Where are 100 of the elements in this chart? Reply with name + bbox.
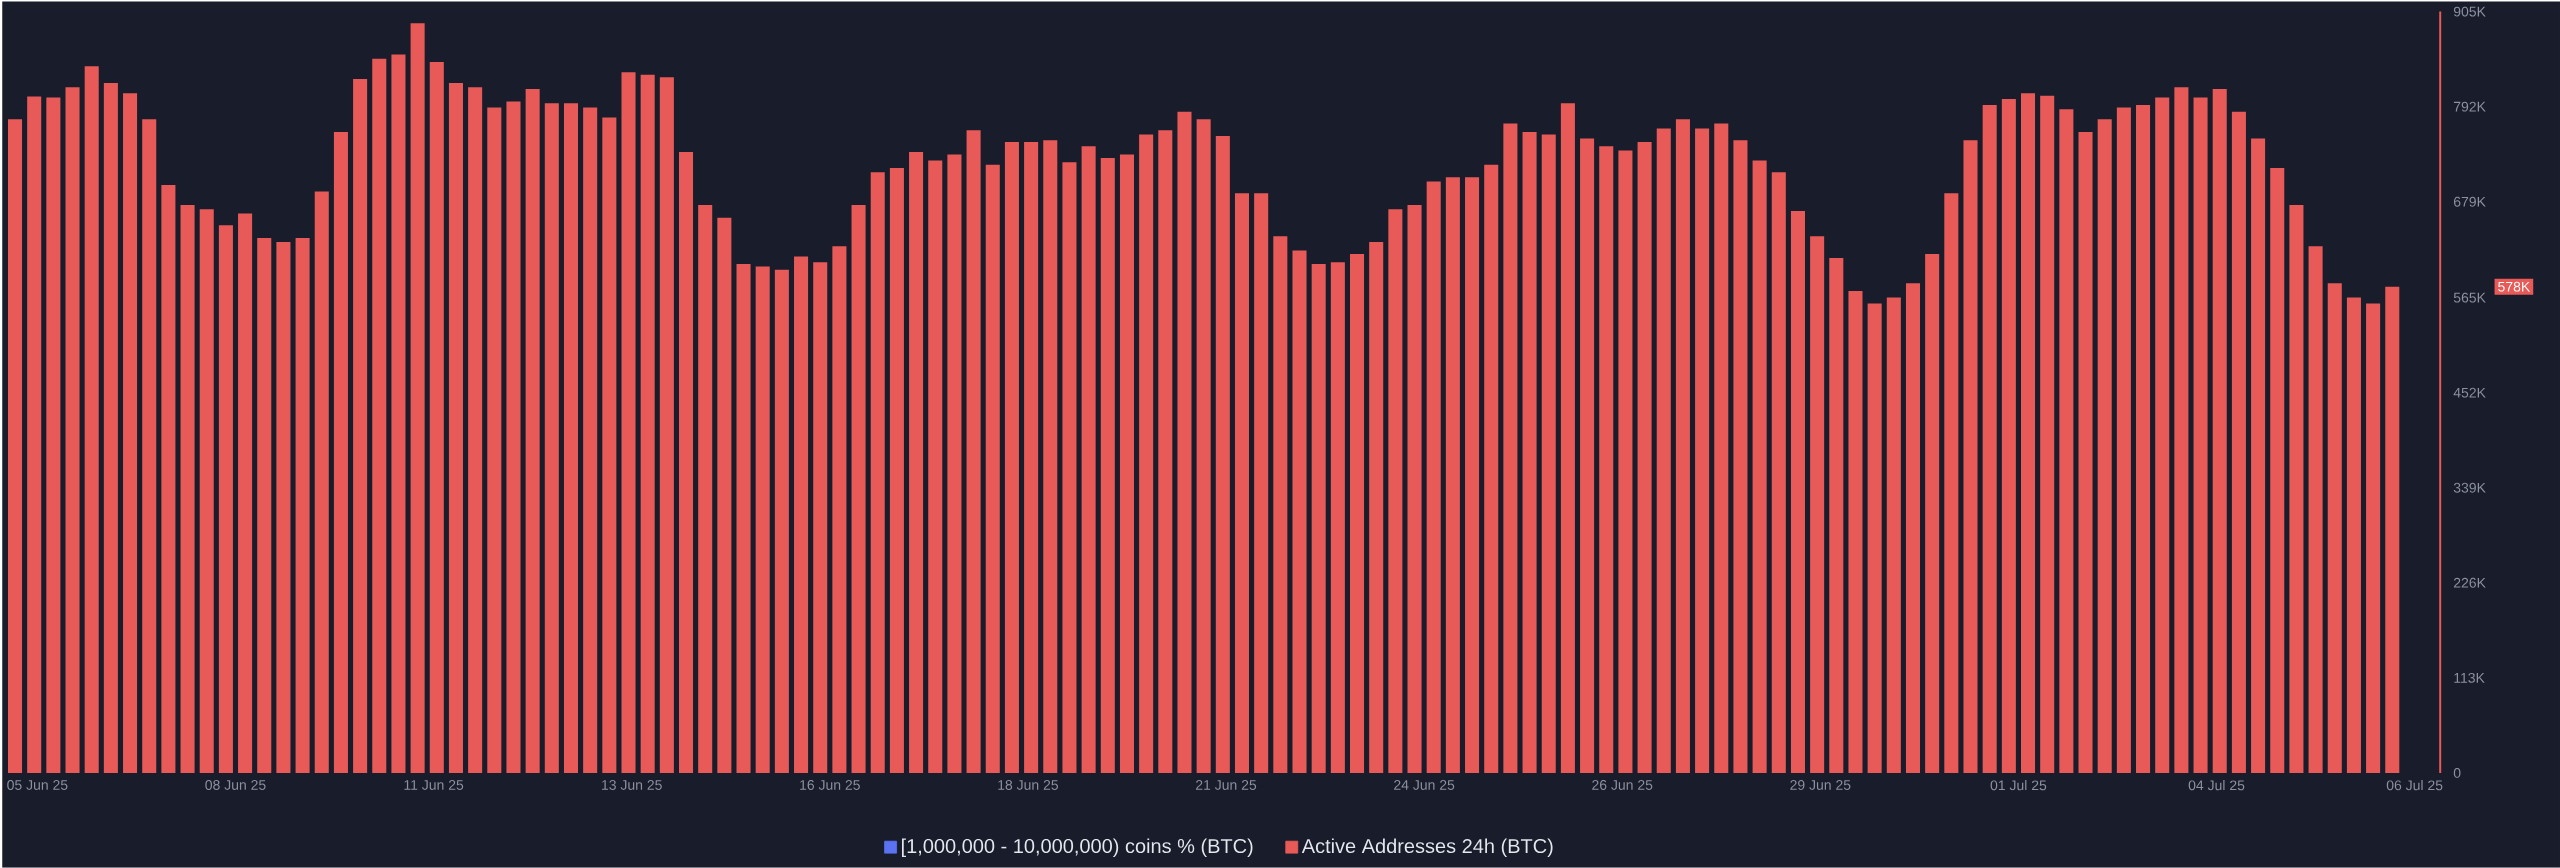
bar — [46, 97, 61, 774]
bar — [1273, 236, 1288, 774]
bar — [1599, 146, 1614, 774]
bar — [1407, 205, 1422, 774]
bar — [1963, 140, 1978, 774]
bar — [1771, 172, 1786, 774]
bar — [832, 246, 847, 774]
bar — [1004, 142, 1019, 774]
bar — [2193, 97, 2208, 774]
bar — [1637, 142, 1652, 774]
bar — [199, 209, 214, 774]
bar — [1522, 131, 1537, 774]
bar — [1369, 242, 1384, 774]
bar — [65, 87, 80, 774]
x-tick-label: 11 Jun 25 — [404, 780, 464, 790]
bar — [2366, 303, 2381, 774]
bar — [1062, 162, 1077, 774]
bar — [1350, 253, 1365, 774]
bar — [813, 262, 828, 774]
bar — [1905, 283, 1921, 774]
y-tick-label: 452K — [2453, 387, 2486, 398]
bar — [1848, 290, 1863, 774]
bar — [1158, 130, 1173, 774]
bar — [410, 23, 425, 774]
bar — [27, 96, 42, 774]
bar — [640, 74, 655, 774]
bar — [353, 78, 368, 774]
bar — [2327, 283, 2342, 774]
x-tick-label: 05 Jun 25 — [7, 780, 68, 790]
bar — [1541, 134, 1556, 774]
bar — [1100, 158, 1115, 774]
bar — [1790, 211, 1805, 774]
bar — [1465, 177, 1480, 774]
x-tick-label: 29 Jun 25 — [1790, 780, 1851, 790]
bar — [1714, 123, 1729, 774]
bar — [1254, 193, 1269, 774]
x-tick-label: 13 Jun 25 — [602, 780, 662, 790]
bar — [621, 72, 636, 774]
bar — [257, 237, 272, 774]
bar — [1215, 136, 1230, 774]
y-tick-label: 565K — [2453, 292, 2486, 303]
bar — [525, 89, 540, 774]
bar — [2136, 105, 2151, 774]
bar — [506, 101, 521, 774]
bar — [1944, 193, 1959, 774]
bar — [1292, 250, 1307, 774]
y-tick-label: 792K — [2453, 101, 2486, 112]
bar — [1560, 103, 1575, 774]
bar — [1119, 154, 1134, 774]
bar — [928, 160, 943, 774]
bar — [7, 119, 23, 774]
x-tick-label: 08 Jun 25 — [205, 780, 266, 790]
bar — [2251, 138, 2266, 774]
bar — [1234, 193, 1250, 774]
bar — [1426, 181, 1441, 774]
x-tick-label: 18 Jun 25 — [998, 780, 1059, 790]
bar — [295, 237, 310, 774]
x-tick-label: 16 Jun 25 — [800, 780, 860, 790]
legend-label: Active Addresses 24h (BTC) — [1301, 838, 1553, 858]
bar — [1580, 138, 1595, 774]
x-tick-label: 04 Jul 25 — [2188, 780, 2245, 791]
bar — [180, 205, 195, 774]
x-tick-label: 06 Jul 25 — [2386, 780, 2443, 791]
bar — [2289, 205, 2304, 774]
bar — [698, 205, 713, 774]
bar — [1139, 134, 1154, 774]
bar — [2001, 99, 2016, 774]
bar — [870, 172, 885, 774]
bar — [602, 117, 617, 774]
bar — [1925, 253, 1940, 774]
y-tick-label: 0 — [2453, 768, 2461, 778]
bar — [736, 264, 751, 774]
bar — [2174, 87, 2189, 774]
x-tick-label: 01 Jul 25 — [1990, 780, 2047, 791]
bar — [2385, 286, 2400, 774]
bar — [391, 54, 406, 774]
bar — [2078, 131, 2093, 774]
bar — [218, 225, 233, 774]
bar — [103, 83, 118, 774]
bar — [889, 168, 904, 774]
y-tick-label: 226K — [2453, 577, 2486, 588]
bar — [1618, 150, 1633, 774]
bar — [448, 83, 463, 774]
bar — [966, 130, 981, 774]
bar — [2231, 111, 2246, 774]
bar — [717, 217, 732, 774]
y-tick-label: 113K — [2454, 673, 2485, 683]
bar — [1752, 160, 1767, 774]
bar — [659, 77, 674, 774]
bar — [1081, 146, 1096, 774]
bar — [429, 62, 444, 774]
bar — [1733, 140, 1748, 774]
bar — [2116, 107, 2131, 774]
bar — [468, 87, 483, 774]
bar — [985, 164, 1000, 774]
bar — [1043, 140, 1058, 774]
bar — [1311, 264, 1326, 774]
bar — [678, 152, 694, 774]
legend-label: [1,000,000 - 10,000,000) coins % (BTC) — [901, 838, 1253, 858]
bar — [2020, 93, 2036, 774]
